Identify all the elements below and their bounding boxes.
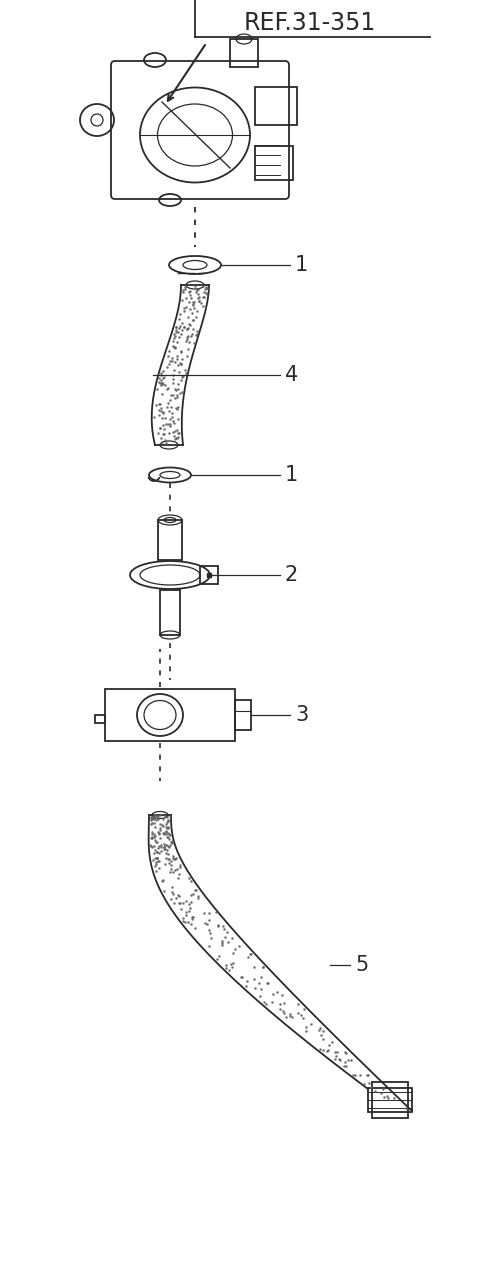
Text: 2: 2 (285, 565, 298, 585)
Text: REF.31-351: REF.31-351 (244, 11, 376, 34)
Bar (230, 40, 258, 68)
Bar (368, 1088, 412, 1112)
Bar (255, 87, 297, 125)
Bar (158, 520, 182, 560)
Bar (95, 715, 105, 723)
Text: 1: 1 (295, 255, 308, 275)
Text: 4: 4 (285, 365, 298, 385)
Bar (160, 590, 180, 635)
Text: 5: 5 (355, 955, 368, 975)
Text: 3: 3 (295, 705, 308, 725)
Text: 1: 1 (285, 465, 298, 484)
Bar (105, 688, 235, 741)
Bar (235, 700, 251, 731)
Bar (200, 566, 218, 584)
Bar (372, 1082, 408, 1118)
Bar (255, 147, 293, 180)
